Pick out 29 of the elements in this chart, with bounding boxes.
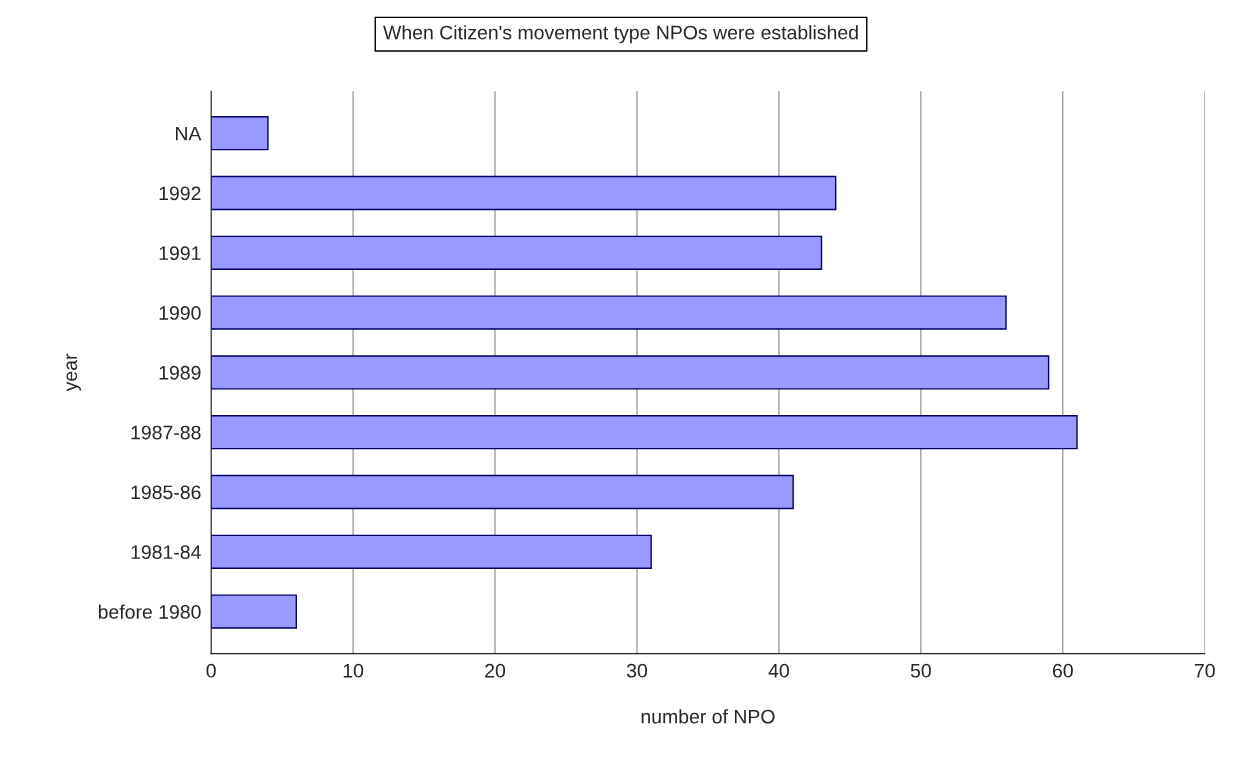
y-tick-label: 1981-84 bbox=[131, 545, 201, 560]
bar bbox=[211, 594, 298, 629]
x-tick-label: 10 bbox=[343, 663, 364, 678]
y-tick-label: 1990 bbox=[159, 306, 201, 320]
y-axis-title: year bbox=[66, 353, 81, 392]
bar bbox=[211, 355, 1050, 390]
bar bbox=[211, 235, 823, 270]
y-tick-label: 1985-86 bbox=[131, 485, 201, 500]
x-tick-label: 50 bbox=[910, 663, 931, 678]
bar bbox=[211, 415, 1078, 450]
y-tick-label: before 1980 bbox=[98, 604, 201, 619]
x-tick-label: 60 bbox=[1052, 663, 1073, 678]
y-tick-label: 1989 bbox=[159, 365, 201, 380]
x-axis-title: number of NPO bbox=[641, 709, 775, 724]
x-tick-label: 70 bbox=[1194, 663, 1215, 678]
y-tick-label: NA bbox=[176, 126, 202, 141]
bar bbox=[211, 175, 837, 211]
bar bbox=[211, 116, 269, 151]
bar bbox=[211, 295, 1007, 330]
x-tick-label: 40 bbox=[768, 663, 789, 678]
bar bbox=[211, 534, 652, 569]
y-tick-label: 1992 bbox=[159, 186, 201, 201]
chart-title: When Citizen's movement type NPOs were established bbox=[383, 25, 858, 44]
x-tick-label: 0 bbox=[206, 663, 216, 678]
x-tick-label: 30 bbox=[626, 663, 648, 678]
x-tick-label: 20 bbox=[485, 663, 506, 678]
y-tick-label: 1987-88 bbox=[131, 425, 201, 440]
y-tick-label: 1991 bbox=[159, 246, 201, 261]
bar bbox=[211, 474, 794, 510]
